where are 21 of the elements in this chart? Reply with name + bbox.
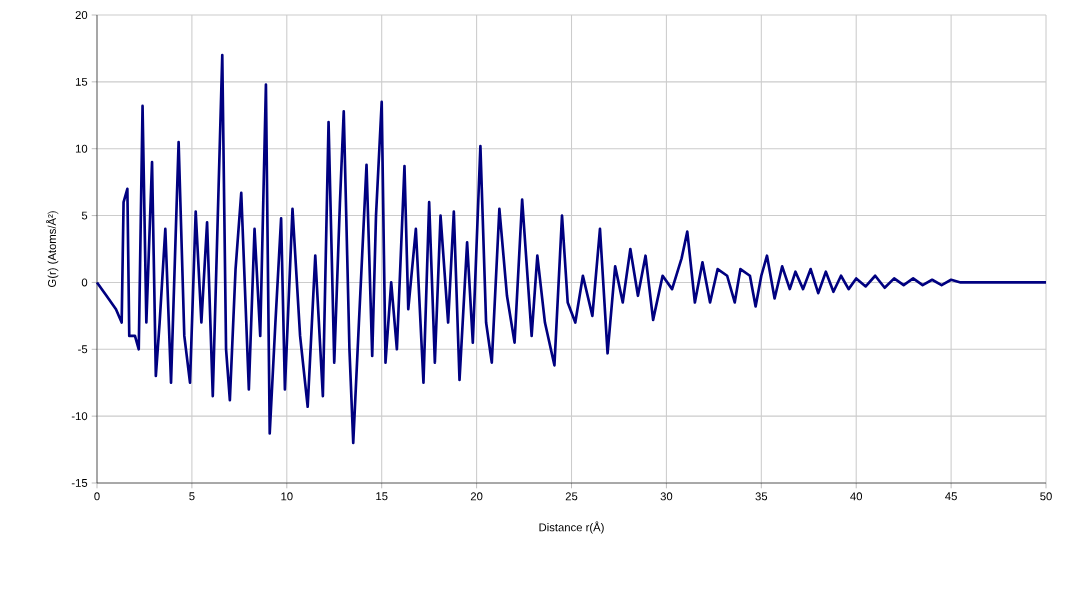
y-tick-label: 15 <box>75 77 88 86</box>
x-tick-label: 30 <box>660 492 673 501</box>
x-tick-label: 5 <box>189 492 195 501</box>
y-tick-label: 20 <box>75 11 88 19</box>
x-tick-label: 35 <box>755 492 768 501</box>
y-tick-label: -15 <box>71 479 88 487</box>
y-tick-label: -10 <box>71 412 88 421</box>
x-axis-title: Distance r(Å) <box>539 521 604 534</box>
x-tick-label: 25 <box>565 492 578 501</box>
y-axis-title: G(r) (Atoms/Å²) <box>46 211 59 288</box>
x-tick-label: 50 <box>1040 492 1052 501</box>
y-tick-label: 5 <box>81 211 88 220</box>
y-tick-label: 0 <box>81 278 88 287</box>
y-tick-label: 10 <box>75 144 88 153</box>
x-tick-label: 40 <box>850 492 863 501</box>
x-tick-label: 20 <box>470 492 483 501</box>
y-tick-label: -5 <box>78 345 88 354</box>
x-tick-label: 0 <box>94 492 100 501</box>
x-tick-label: 45 <box>945 492 957 501</box>
x-tick-label: 10 <box>281 492 293 501</box>
x-tick-label: 15 <box>376 492 388 501</box>
